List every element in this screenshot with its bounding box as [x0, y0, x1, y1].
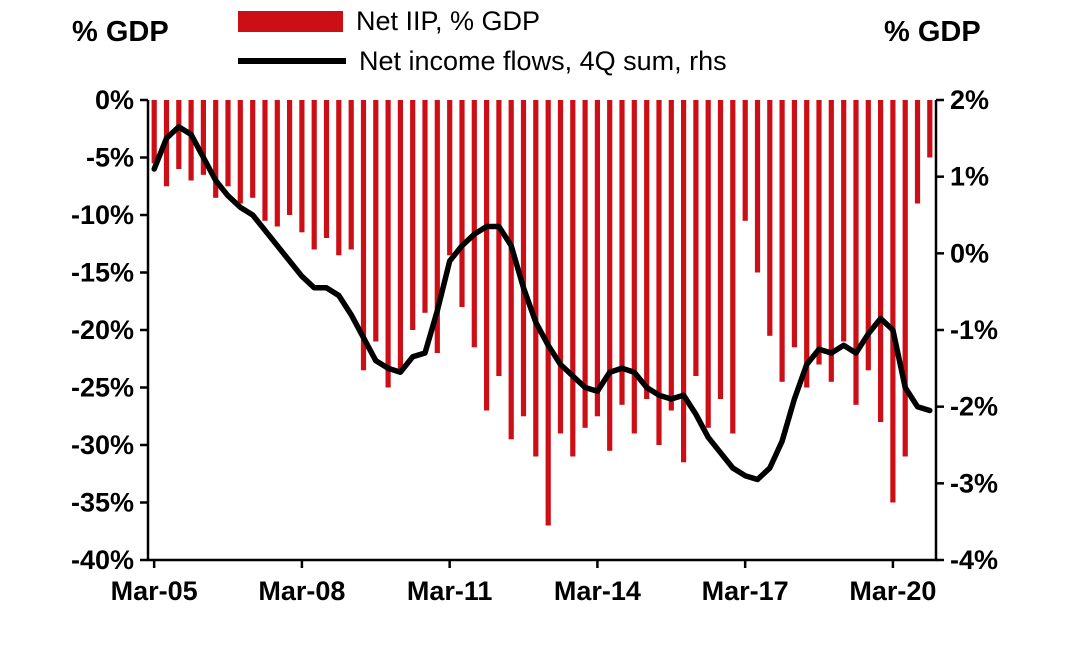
net-iip-bar: [804, 100, 810, 388]
net-iip-bar: [299, 100, 305, 233]
net-iip-bar: [865, 100, 871, 371]
left-axis-tick-label: 0%: [95, 85, 134, 115]
legend-item-net-iip: Net IIP, % GDP: [238, 5, 727, 36]
net-iip-bar: [681, 100, 687, 463]
right-axis-tick-label: 0%: [950, 238, 989, 268]
net-iip-bar: [644, 100, 650, 399]
net-iip-bar: [311, 100, 317, 250]
net-iip-bar: [631, 100, 637, 434]
net-iip-bar: [336, 100, 342, 256]
x-axis-tick-label: Mar-20: [849, 576, 936, 606]
left-axis-tick-label: -25%: [71, 373, 134, 403]
net-iip-bar: [397, 100, 403, 371]
left-axis-tick-label: -10%: [71, 200, 134, 230]
net-iip-bar: [323, 100, 330, 238]
bar-series-legend-label: Net IIP, % GDP: [356, 5, 541, 36]
net-iip-bar: [816, 100, 822, 365]
net-iip-bar: [496, 100, 502, 376]
left-axis-tick-label: -40%: [71, 545, 134, 575]
net-iip-bar: [422, 100, 428, 313]
net-iip-bar: [754, 100, 761, 273]
line-series-legend-label: Net income flows, 4Q sum, rhs: [359, 45, 727, 76]
net-iip-bar: [447, 100, 453, 256]
x-axis-tick-label: Mar-11: [407, 576, 493, 606]
line-series-swatch-icon: [238, 58, 346, 64]
net-iip-bar: [607, 100, 613, 451]
right-axis-tick-label: 1%: [950, 162, 989, 192]
net-iip-bar: [360, 100, 367, 371]
left-axis-tick-label: -20%: [71, 315, 134, 345]
net-iip-bar: [890, 100, 896, 503]
right-axis-tick-label: -2%: [950, 392, 998, 422]
net-iip-bar: [385, 100, 391, 388]
net-iip-bar: [594, 100, 600, 417]
right-axis-tick-label: -1%: [950, 315, 998, 345]
left-axis-tick-label: -35%: [71, 488, 134, 518]
net-iip-bar: [717, 100, 724, 399]
left-axis-tick-label: -5%: [86, 143, 134, 173]
net-iip-bar: [902, 100, 908, 457]
left-axis-title: % GDP: [72, 16, 169, 48]
net-iip-bar: [767, 100, 773, 336]
net-iip-bar: [914, 100, 921, 204]
net-iip-bar: [693, 100, 699, 376]
net-iip-bar: [656, 100, 662, 445]
net-iip-bar: [262, 100, 268, 221]
right-axis-title: % GDP: [884, 16, 981, 48]
net-iip-bar: [779, 100, 785, 382]
net-iip-bar: [410, 100, 416, 330]
left-axis-tick-label: -15%: [71, 258, 134, 288]
right-axis-tick-label: -4%: [950, 545, 998, 575]
net-iip-bar: [225, 100, 231, 187]
right-axis-tick-label: 2%: [950, 85, 989, 115]
net-iip-bar: [742, 100, 748, 221]
net-iip-bar: [274, 100, 280, 227]
legend-item-net-income-flows: Net income flows, 4Q sum, rhs: [238, 45, 727, 76]
right-axis-tick-label: -3%: [950, 468, 998, 498]
net-iip-bar: [582, 100, 588, 428]
x-axis-tick-label: Mar-08: [258, 576, 345, 606]
x-axis-tick-label: Mar-14: [554, 576, 641, 606]
net-iip-bar: [828, 100, 834, 382]
net-iip-bar: [927, 100, 933, 158]
net-income-flows-line: [151, 124, 933, 483]
net-iip-bar: [508, 100, 514, 440]
net-iip-bar: [471, 100, 477, 348]
net-iip-bar: [545, 100, 551, 526]
left-axis-tick-label: -30%: [71, 430, 134, 460]
legend: Net IIP, % GDP Net income flows, 4Q sum,…: [238, 5, 727, 76]
net-iip-bar: [619, 100, 625, 405]
net-iip-bar: [841, 100, 847, 342]
net-iip-bar: [484, 100, 490, 411]
net-iip-bar: [533, 100, 539, 457]
net-iip-bar: [237, 100, 243, 204]
x-axis-tick-label: Mar-05: [111, 576, 198, 606]
net-iip-bar: [200, 100, 206, 175]
net-iip-bar: [520, 100, 527, 417]
net-iip-bar: [668, 100, 674, 411]
bar-series-swatch-icon: [238, 10, 343, 32]
net-iip-bar: [176, 100, 182, 169]
net-iip-bar: [348, 100, 354, 250]
net-iip-bar: [730, 100, 736, 434]
net-iip-bar: [791, 100, 797, 348]
net-iip-bar: [570, 100, 576, 457]
net-iip-bar: [434, 100, 440, 353]
net-iip-bar: [557, 100, 564, 434]
net-iip-bar: [287, 100, 293, 215]
net-iip-bar: [151, 100, 157, 164]
net-iip-bar: [853, 100, 859, 405]
net-iip-bar: [213, 100, 219, 198]
net-iip-bar: [878, 100, 884, 422]
net-iip-bar: [250, 100, 256, 198]
net-iip-bar: [373, 100, 379, 342]
net-iip-bar: [459, 100, 465, 307]
net-iip-bar: [705, 100, 711, 428]
x-axis-tick-label: Mar-17: [702, 576, 789, 606]
